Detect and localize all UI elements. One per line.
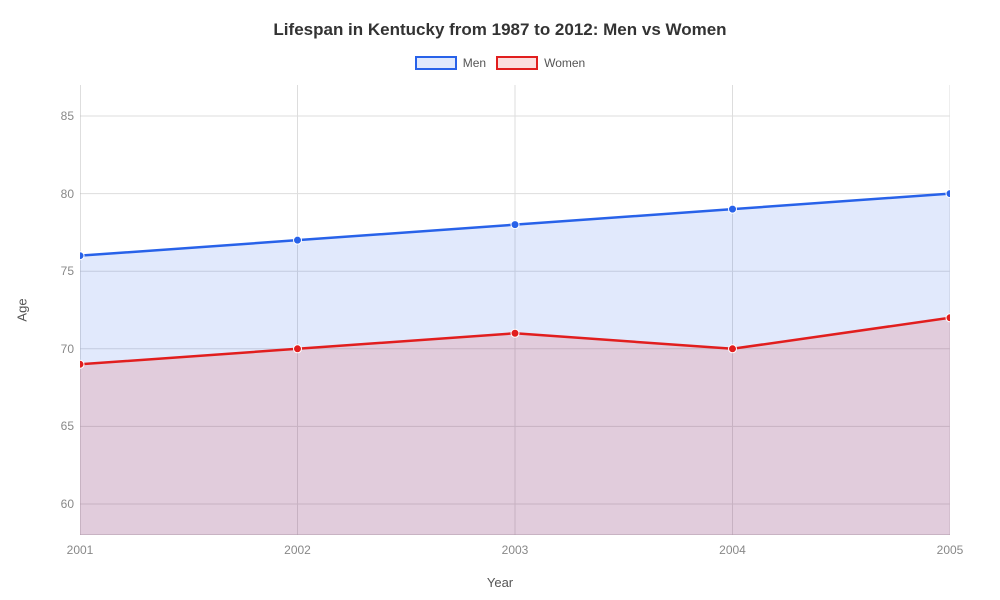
legend-label-men: Men [463,56,486,70]
x-tick-label: 2003 [502,543,529,557]
y-tick-label: 75 [50,264,74,278]
chart-container: Lifespan in Kentucky from 1987 to 2012: … [0,0,1000,600]
x-tick-label: 2004 [719,543,746,557]
chart-title: Lifespan in Kentucky from 1987 to 2012: … [0,20,1000,40]
y-tick-label: 85 [50,109,74,123]
y-tick-label: 70 [50,342,74,356]
chart-legend: Men Women [0,56,1000,70]
y-tick-label: 65 [50,419,74,433]
chart-plot [80,85,950,535]
x-tick-label: 2001 [67,543,94,557]
x-tick-label: 2002 [284,543,311,557]
legend-item-women: Women [496,56,585,70]
legend-swatch-women [496,56,538,70]
x-axis-label: Year [487,575,513,590]
legend-item-men: Men [415,56,486,70]
y-tick-label: 60 [50,497,74,511]
x-tick-label: 2005 [937,543,964,557]
y-tick-label: 80 [50,187,74,201]
legend-label-women: Women [544,56,585,70]
legend-swatch-men [415,56,457,70]
y-axis-label: Age [15,298,30,321]
